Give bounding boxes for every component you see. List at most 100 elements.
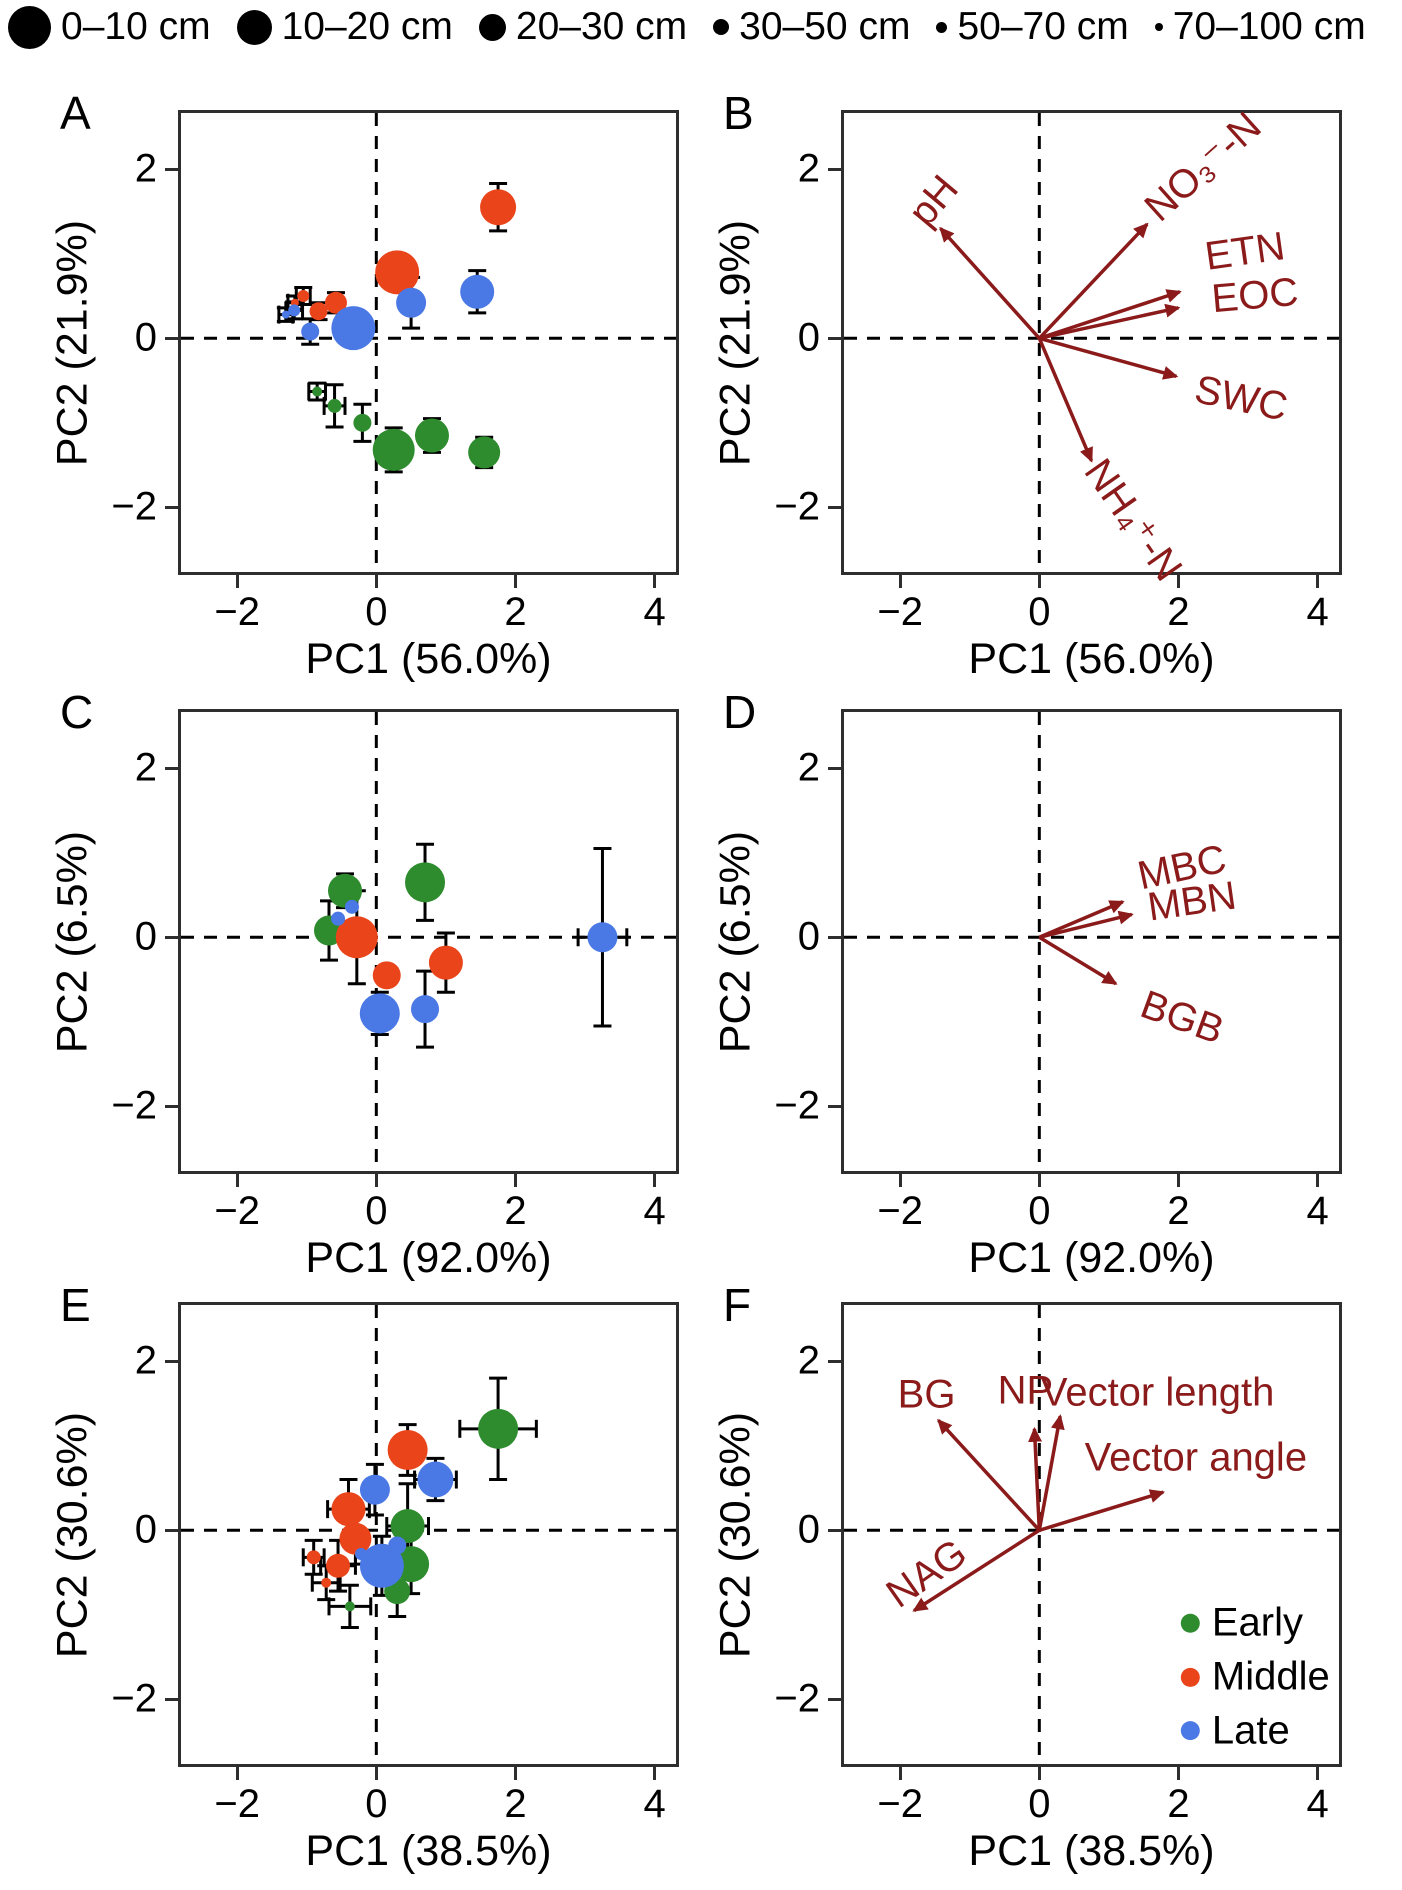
data-point-late [344,899,359,914]
x-axis-tick [513,1174,517,1187]
loading-vector-arrow [939,226,1041,340]
x-axis-tick-label: −2 [214,1189,260,1233]
x-axis-tick-label: 4 [1306,1189,1329,1233]
data-point-middle [428,945,463,980]
x-axis-tick-label: 0 [1028,1782,1051,1826]
panel-e [178,1302,679,1767]
loading-vector-arrow [1038,222,1149,340]
x-axis-tick [653,1174,657,1187]
panel-frame [841,709,1342,1174]
data-point-middle [297,290,310,302]
data-point-late [396,287,427,318]
data-point-early [414,418,449,453]
loading-vector-arrow [1038,289,1182,340]
size-legend-circle-icon [1154,23,1163,31]
data-point-late [301,322,320,341]
x-axis-tick-label: 0 [365,1189,388,1233]
size-legend-circle-icon [8,5,51,49]
data-point-early [478,1408,519,1449]
x-axis-tick [1037,1767,1041,1780]
y-axis-tick [828,167,841,171]
x-axis-title: PC1 (38.5%) [968,1827,1215,1875]
y-axis-title: PC2 (30.6%) [711,1411,760,1658]
stage-legend-dot-early [1180,1613,1200,1633]
stage-legend-dot-middle [1180,1667,1200,1687]
data-point-early [353,413,372,432]
y-axis-tick-label: 2 [134,1338,157,1383]
y-axis-tick-label: 2 [797,745,820,790]
x-axis-tick [1176,1174,1180,1187]
panel-letter-c: C [60,686,94,738]
x-axis-tick [1316,1767,1320,1780]
data-point-early [328,873,362,908]
y-axis-tick [165,1528,178,1532]
data-point-late [411,995,440,1024]
data-point-late [388,1536,407,1555]
y-axis-tick-label: −2 [774,1676,820,1721]
data-point-middle [372,961,401,990]
data-point-late [359,1474,390,1505]
panel-d-canvas [841,709,1342,1174]
size-legend-label: 20–30 cm [515,5,688,48]
data-point-middle [309,302,328,321]
data-point-middle [306,1550,321,1565]
y-axis-tick-label: 0 [134,1507,157,1552]
x-axis-tick-label: −2 [877,1782,923,1826]
y-axis-tick-label: −2 [111,1676,157,1721]
panel-d: MBC MBN BGB [841,709,1342,1174]
y-axis-tick [165,505,178,509]
data-point-late [355,1547,368,1560]
vector-label: Vector angle [1084,1435,1308,1480]
stage-legend-label: Early [1211,1600,1304,1645]
data-point-middle [339,1522,372,1555]
data-point-late [331,911,346,926]
loading-vector-arrow [937,1418,1041,1532]
x-axis-tick [235,575,239,588]
panel-letter-b: B [723,87,754,139]
data-point-early [372,428,415,471]
panel-frame [178,709,679,1174]
y-axis-tick [828,766,841,770]
data-point-early [312,386,323,397]
y-axis-tick [165,935,178,939]
y-axis-tick [828,1104,841,1108]
y-axis-tick-label: 0 [797,914,820,959]
loading-vector-arrow [1037,1414,1065,1531]
x-axis-tick-label: −2 [877,590,923,634]
y-axis-tick-label: −2 [774,1083,820,1128]
y-axis-tick [828,1697,841,1701]
x-axis-tick [898,1767,902,1780]
x-axis-tick-label: 4 [1306,1782,1329,1826]
y-axis-title: PC2 (30.6%) [48,1411,97,1658]
data-point-late [460,274,495,309]
data-point-middle [375,250,420,295]
vector-label: EOC [1209,269,1301,322]
x-axis-tick-label: 2 [1167,1782,1190,1826]
size-legend-circle-icon [936,21,948,33]
x-axis-title: PC1 (92.0%) [968,1234,1215,1282]
loading-vector-arrow [1038,935,1118,986]
x-axis-tick [1316,575,1320,588]
x-axis-tick-label: 4 [1306,590,1329,634]
y-axis-tick [165,1697,178,1701]
data-point-middle [387,1429,428,1470]
panel-a [178,110,679,575]
size-legend-item: 20–30 cm [478,5,688,49]
data-point-late [281,310,290,319]
vector-label: NP [997,1368,1054,1413]
data-point-middle [326,1553,351,1578]
y-axis-tick-label: −2 [111,1083,157,1128]
x-axis-title: PC1 (56.0%) [305,635,552,683]
data-point-late [417,1461,454,1498]
loading-vector-arrow [1038,1489,1166,1532]
panel-f-canvas [841,1302,1342,1767]
x-axis-tick [1176,575,1180,588]
panel-b: pH NO₃⁻-N ETN EOC SWC NH₄⁺-N [841,104,1342,589]
y-axis-tick-label: 2 [134,745,157,790]
y-axis-tick [165,167,178,171]
panel-c-canvas [178,709,679,1174]
x-axis-tick [1037,575,1041,588]
x-axis-tick-label: 2 [504,590,527,634]
stage-legend-label: Late [1211,1708,1290,1753]
data-point-early [468,436,501,469]
